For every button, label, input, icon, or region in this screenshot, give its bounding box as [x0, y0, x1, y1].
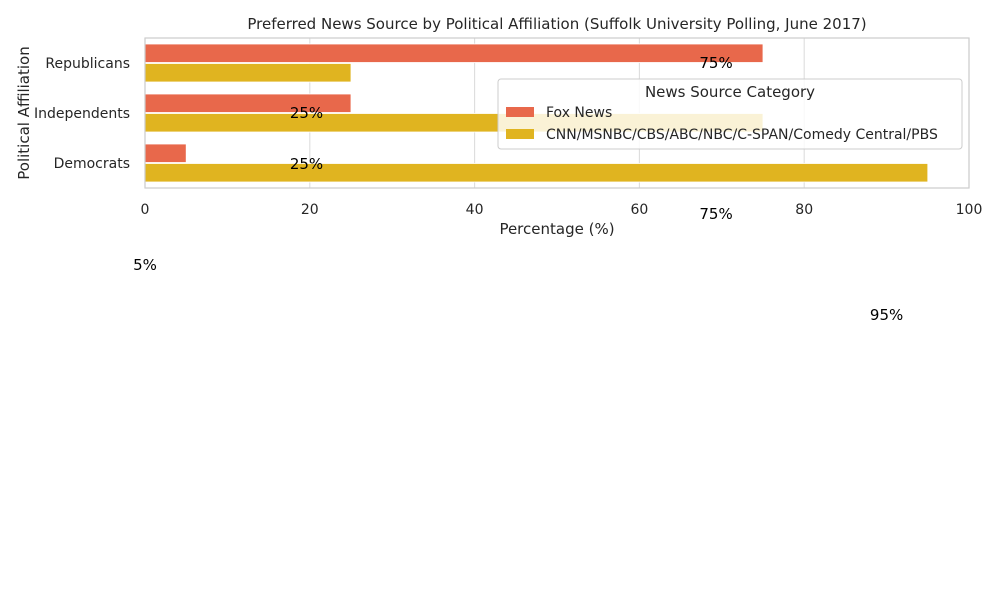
x-tick-label: 0	[141, 202, 150, 218]
bars	[144, 43, 929, 183]
legend-swatch	[506, 107, 534, 117]
legend-label: Fox News	[546, 105, 612, 121]
data-label: 95%	[870, 306, 903, 324]
legend-swatch	[506, 129, 534, 139]
data-label: 75%	[699, 54, 732, 72]
bar-democrats-series-2	[144, 163, 929, 183]
chart-title: Preferred News Source by Political Affil…	[247, 15, 866, 33]
y-tick-label: Democrats	[54, 156, 130, 172]
x-tick-label: 60	[630, 202, 648, 218]
bar-democrats-series-1	[144, 143, 187, 163]
x-tick-label: 100	[956, 202, 983, 218]
bar-republicans-series-1	[144, 43, 764, 63]
x-tick-label: 40	[466, 202, 484, 218]
data-label: 75%	[699, 205, 732, 223]
x-tick-label: 80	[795, 202, 813, 218]
legend-label: CNN/MSNBC/CBS/ABC/NBC/C-SPAN/Comedy Cent…	[546, 127, 938, 143]
x-tick-labels: 0 20 40 60 80 100	[141, 202, 983, 218]
data-label: 25%	[290, 155, 323, 173]
legend-box	[497, 78, 963, 150]
x-axis-label: Percentage (%)	[499, 220, 614, 238]
bar-republicans-series-2	[144, 63, 352, 83]
data-label: 5%	[133, 256, 157, 274]
y-axis-label: Political Affiliation	[15, 46, 33, 179]
y-tick-labels: Republicans Independents Democrats	[34, 56, 130, 172]
y-tick-label: Independents	[34, 106, 130, 122]
data-label: 25%	[290, 104, 323, 122]
plot-frame	[144, 37, 970, 189]
legend: News Source Category Fox News CNN/MSNBC/C…	[497, 78, 963, 150]
legend-title: News Source Category	[645, 83, 815, 101]
data-labels: 75% 25% 25% 75% 5% 95%	[133, 54, 903, 324]
legend-items: Fox News CNN/MSNBC/CBS/ABC/NBC/C-SPAN/Com…	[506, 105, 938, 143]
x-tick-label: 20	[301, 202, 319, 218]
y-tick-label: Republicans	[45, 56, 130, 72]
